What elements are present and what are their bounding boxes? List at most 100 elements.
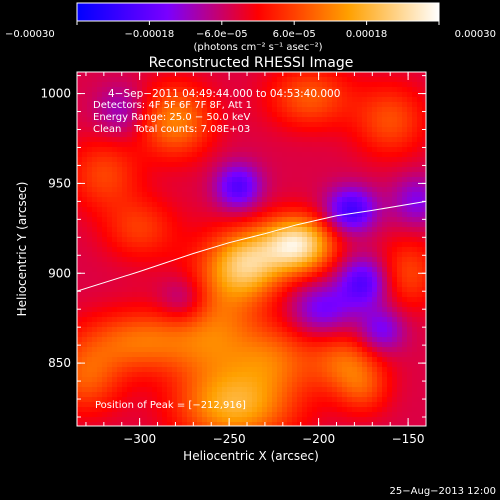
heatmap-cell [332, 387, 338, 393]
heatmap-cell [232, 307, 238, 313]
heatmap-cell [402, 402, 408, 408]
heatmap-cell [327, 97, 333, 103]
heatmap-cell [192, 212, 198, 218]
heatmap-cell [227, 387, 233, 393]
heatmap-cell [92, 332, 98, 338]
heatmap-cell [117, 312, 123, 318]
heatmap-cell [392, 187, 398, 193]
heatmap-cell [242, 202, 248, 208]
heatmap-cell [187, 82, 193, 88]
heatmap-cell [157, 192, 163, 198]
heatmap-cell [227, 212, 233, 218]
heatmap-cell [352, 357, 358, 363]
heatmap-cell [172, 127, 178, 133]
heatmap-cell [197, 127, 203, 133]
heatmap-cell [412, 222, 418, 228]
heatmap-cell [287, 102, 293, 108]
heatmap-cell [392, 247, 398, 253]
heatmap-cell [232, 377, 238, 383]
heatmap-cell [357, 287, 363, 293]
heatmap-cell [352, 187, 358, 193]
heatmap-cell [282, 417, 288, 423]
heatmap-cell [197, 422, 203, 426]
heatmap-cell [267, 422, 273, 426]
heatmap-cell [247, 282, 253, 288]
heatmap-cell [312, 327, 318, 333]
heatmap-cell [307, 242, 313, 248]
heatmap-cell [227, 347, 233, 353]
heatmap-cell [187, 147, 193, 153]
heatmap-cell [182, 197, 188, 203]
heatmap-cell [272, 307, 278, 313]
heatmap-cell [107, 102, 113, 108]
heatmap-cell [112, 262, 118, 268]
heatmap-cell [132, 262, 138, 268]
heatmap-cell [97, 82, 103, 88]
heatmap-cell [412, 207, 418, 213]
heatmap-cell [237, 182, 243, 188]
heatmap-cell [322, 367, 328, 373]
heatmap-cell [127, 157, 133, 163]
heatmap-cell [287, 402, 293, 408]
heatmap-cell [217, 402, 223, 408]
heatmap-cell [367, 247, 373, 253]
heatmap-cell [287, 412, 293, 418]
heatmap-cell [292, 102, 298, 108]
heatmap-cell [397, 272, 403, 278]
heatmap-cell [367, 317, 373, 323]
heatmap-cell [292, 242, 298, 248]
heatmap-cell [387, 142, 393, 148]
heatmap-cell [357, 82, 363, 88]
heatmap-cell [287, 192, 293, 198]
heatmap-cell [137, 217, 143, 223]
heatmap-cell [372, 247, 378, 253]
heatmap-cell [87, 212, 93, 218]
heatmap-cell [327, 392, 333, 398]
heatmap-cell [92, 317, 98, 323]
heatmap-cell [297, 232, 303, 238]
heatmap-cell [197, 207, 203, 213]
heatmap-cell [137, 242, 143, 248]
heatmap-cell [302, 167, 308, 173]
heatmap-cell [217, 342, 223, 348]
heatmap-cell [152, 387, 158, 393]
heatmap-cell [127, 242, 133, 248]
heatmap-cell [122, 367, 128, 373]
heatmap-cell [107, 217, 113, 223]
heatmap-cell [257, 332, 263, 338]
heatmap-cell [112, 407, 118, 413]
heatmap-cell [207, 282, 213, 288]
heatmap-cell [232, 207, 238, 213]
heatmap-cell [192, 192, 198, 198]
heatmap-cell [107, 347, 113, 353]
heatmap-cell [402, 167, 408, 173]
heatmap-cell [377, 82, 383, 88]
heatmap-cell [422, 422, 426, 426]
heatmap-cell [197, 117, 203, 123]
heatmap-cell [87, 232, 93, 238]
heatmap-cell [92, 217, 98, 223]
heatmap-cell [192, 107, 198, 113]
heatmap-cell [117, 402, 123, 408]
heatmap-cell [357, 247, 363, 253]
heatmap-cell [322, 187, 328, 193]
heatmap-cell [317, 222, 323, 228]
heatmap-cell [122, 157, 128, 163]
heatmap-cell [342, 172, 348, 178]
heatmap-cell [407, 242, 413, 248]
heatmap-cell [127, 77, 133, 83]
heatmap-cell [177, 202, 183, 208]
heatmap-cell [272, 372, 278, 378]
heatmap-cell [282, 302, 288, 308]
heatmap-cell [307, 197, 313, 203]
heatmap-cell [242, 102, 248, 108]
heatmap-cell [157, 202, 163, 208]
heatmap-cell [342, 252, 348, 258]
heatmap-cell [122, 127, 128, 133]
heatmap-cell [377, 302, 383, 308]
heatmap-cell [192, 292, 198, 298]
heatmap-cell [367, 387, 373, 393]
heatmap-cell [112, 387, 118, 393]
heatmap-cell [262, 257, 268, 263]
heatmap-cell [182, 387, 188, 393]
